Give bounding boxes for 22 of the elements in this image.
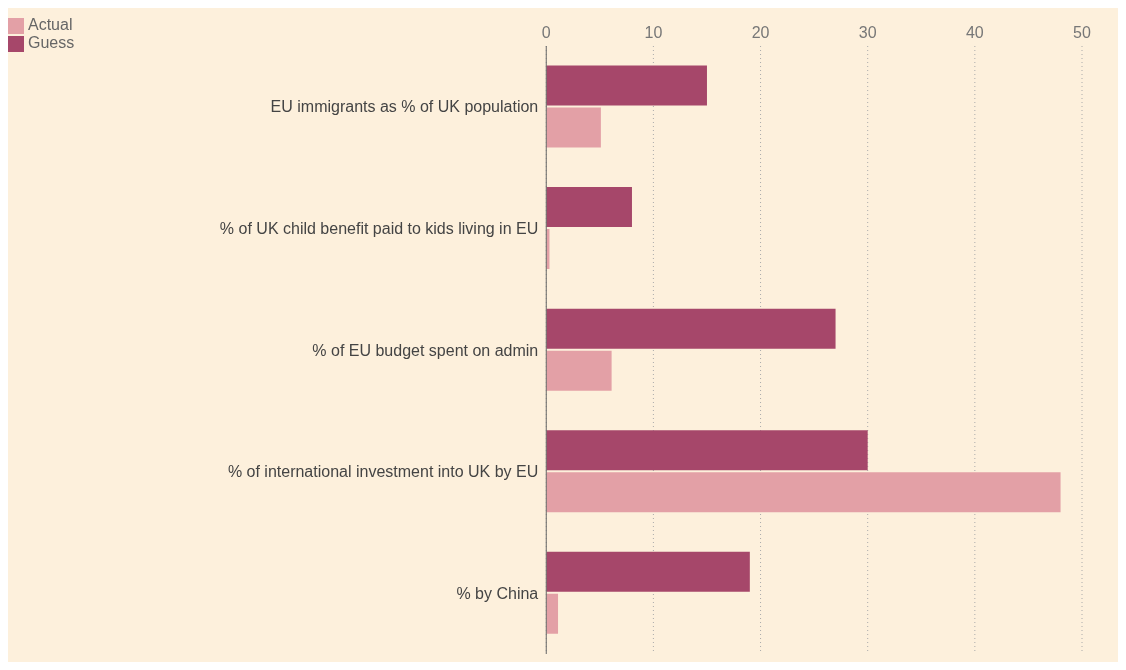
y-tick-label: % of EU budget spent on admin: [312, 341, 539, 359]
bar: [546, 551, 750, 592]
bar: [546, 430, 868, 471]
legend-label: Actual: [28, 16, 73, 33]
bar: [546, 593, 559, 634]
y-tick-label: % by China: [456, 584, 539, 602]
bar: [546, 308, 836, 349]
bar: [546, 350, 612, 391]
x-tick-label: 10: [644, 24, 663, 41]
y-tick-label: % of international investment into UK by EU: [227, 463, 539, 481]
x-tick-label: 0: [541, 24, 551, 41]
y-tick-label: EU immigrants as % of UK population: [270, 98, 539, 116]
bar: [546, 65, 707, 106]
legend-label: Guess: [28, 34, 75, 51]
bar: [546, 107, 601, 148]
x-tick-label: 20: [751, 24, 770, 41]
bar: [546, 187, 632, 228]
x-tick-label: 40: [965, 24, 984, 41]
x-tick-label: 30: [858, 24, 877, 41]
x-tick-label: 50: [1073, 24, 1091, 41]
bar: [546, 472, 1061, 513]
y-tick-label: % of UK child benefit paid to kids living in EU: [219, 220, 539, 238]
